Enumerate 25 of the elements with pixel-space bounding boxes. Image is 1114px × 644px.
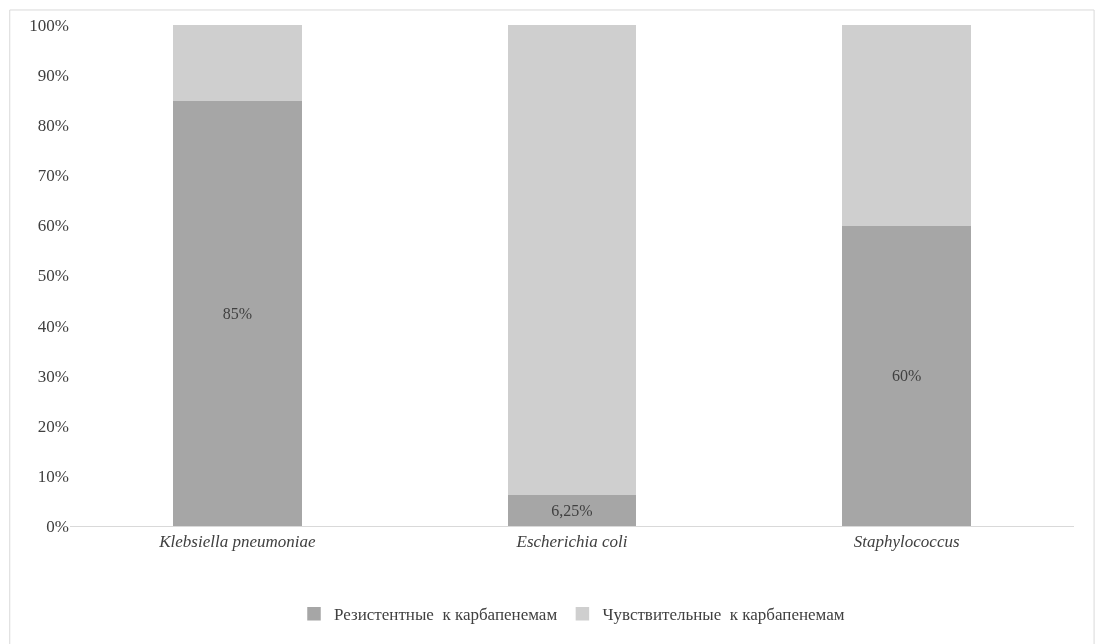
legend-label: Резистентные к карбапенемам bbox=[334, 605, 558, 625]
data-label: 85% bbox=[222, 304, 252, 322]
bar bbox=[842, 224, 971, 526]
bar bbox=[507, 493, 637, 526]
bar bbox=[507, 25, 637, 496]
y-tick-label: 80% bbox=[37, 116, 69, 136]
data-label: 60% bbox=[892, 367, 922, 385]
y-tick-label: 70% bbox=[37, 166, 69, 186]
bar bbox=[173, 25, 302, 101]
y-tick-label: 10% bbox=[37, 466, 69, 486]
y-tick-label: 20% bbox=[37, 416, 69, 436]
x-tick-label: Klebsiella pneumoniae bbox=[158, 532, 316, 552]
y-tick-label: 100% bbox=[29, 15, 69, 35]
legend-label: Чувствительные к карбапенемам bbox=[602, 605, 845, 625]
y-tick-label: 30% bbox=[37, 366, 69, 386]
bar bbox=[842, 25, 971, 227]
y-tick-label: 0% bbox=[46, 516, 69, 536]
y-tick-label: 40% bbox=[37, 316, 69, 336]
y-tick-label: 50% bbox=[37, 266, 69, 286]
bar bbox=[173, 99, 302, 526]
x-tick-label: Escherichia coli bbox=[515, 532, 628, 552]
x-tick-label: Staphylococcus bbox=[853, 532, 960, 552]
y-tick-label: 60% bbox=[37, 216, 69, 236]
y-tick-label: 90% bbox=[37, 66, 69, 86]
data-label: 6,25% bbox=[551, 501, 593, 519]
